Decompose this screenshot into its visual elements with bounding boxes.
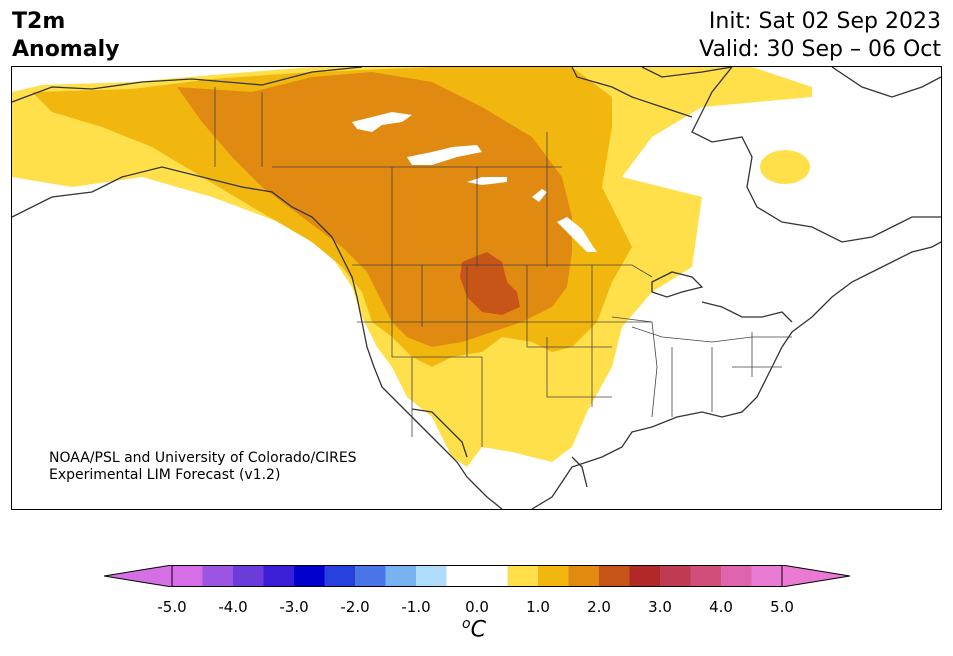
colorbar-segment bbox=[507, 565, 539, 587]
colorbar-segment bbox=[233, 565, 264, 587]
valid-date: Valid: 30 Sep – 06 Oct bbox=[699, 37, 941, 62]
map-title: T2m Anomaly bbox=[12, 8, 119, 64]
greenland-anomaly-patch bbox=[760, 150, 810, 184]
colorbar-tick-label: 0.0 bbox=[465, 598, 489, 616]
credit-line2: Experimental LIM Forecast (v1.2) bbox=[49, 467, 281, 483]
credit-line1: NOAA/PSL and University of Colorado/CIRE… bbox=[49, 450, 357, 466]
colorbar-segment bbox=[751, 565, 783, 587]
colorbar-segment bbox=[355, 565, 386, 587]
political-borders bbox=[214, 87, 792, 447]
colorbar-segment bbox=[477, 565, 508, 587]
anomaly-region-level4 bbox=[460, 252, 520, 315]
coastlines bbox=[12, 67, 941, 509]
colorbar-unit: oC bbox=[462, 616, 486, 642]
colorbar-segment bbox=[263, 565, 295, 587]
colorbar-over-arrow bbox=[781, 565, 850, 587]
great-slave-lake bbox=[407, 145, 482, 165]
colorbar-border bbox=[171, 565, 783, 587]
forecast-dates: Init: Sat 02 Sep 2023 Valid: 30 Sep – 06… bbox=[699, 8, 941, 64]
init-date: Init: Sat 02 Sep 2023 bbox=[708, 9, 941, 34]
map-svg bbox=[12, 67, 941, 509]
colorbar-segment bbox=[172, 565, 203, 587]
lake-winnipegosis bbox=[532, 189, 547, 202]
unit-letter: C bbox=[470, 617, 486, 643]
colorbar-segment bbox=[446, 565, 478, 587]
colorbar-segment bbox=[294, 565, 325, 587]
colorbar-tick-label: -1.0 bbox=[401, 598, 431, 616]
colorbar-segment bbox=[538, 565, 569, 587]
anomaly-map bbox=[11, 66, 942, 510]
colorbar-tick-label: 5.0 bbox=[770, 598, 794, 616]
colorbar-segment bbox=[568, 565, 600, 587]
forecast-credit: NOAA/PSL and University of Colorado/CIRE… bbox=[49, 450, 357, 484]
unit-degree-prefix: o bbox=[462, 616, 471, 632]
colorbar-segment bbox=[599, 565, 630, 587]
colorbar bbox=[104, 565, 850, 587]
colorbar-segment bbox=[660, 565, 691, 587]
colorbar-segment bbox=[690, 565, 722, 587]
colorbar-segment bbox=[202, 565, 234, 587]
colorbar-tick-label: -5.0 bbox=[157, 598, 187, 616]
colorbar-under-arrow bbox=[104, 565, 173, 587]
great-bear-lake bbox=[352, 112, 412, 132]
colorbar-segment bbox=[721, 565, 752, 587]
colorbar-segment bbox=[324, 565, 356, 587]
colorbar-tick-label: 3.0 bbox=[648, 598, 672, 616]
title-line1: T2m bbox=[12, 9, 66, 34]
colorbar-tick-label: -2.0 bbox=[340, 598, 370, 616]
colorbar-tick-label: -3.0 bbox=[279, 598, 309, 616]
title-line2: Anomaly bbox=[12, 37, 120, 62]
colorbar-tick-label: -4.0 bbox=[218, 598, 248, 616]
colorbar-tick-label: 4.0 bbox=[709, 598, 733, 616]
colorbar-segment bbox=[416, 565, 447, 587]
colorbar-segment bbox=[629, 565, 661, 587]
colorbar-tick-label: 1.0 bbox=[526, 598, 550, 616]
colorbar-tick-label: 2.0 bbox=[587, 598, 611, 616]
lake-winnipeg bbox=[557, 217, 597, 252]
colorbar-segment bbox=[385, 565, 417, 587]
